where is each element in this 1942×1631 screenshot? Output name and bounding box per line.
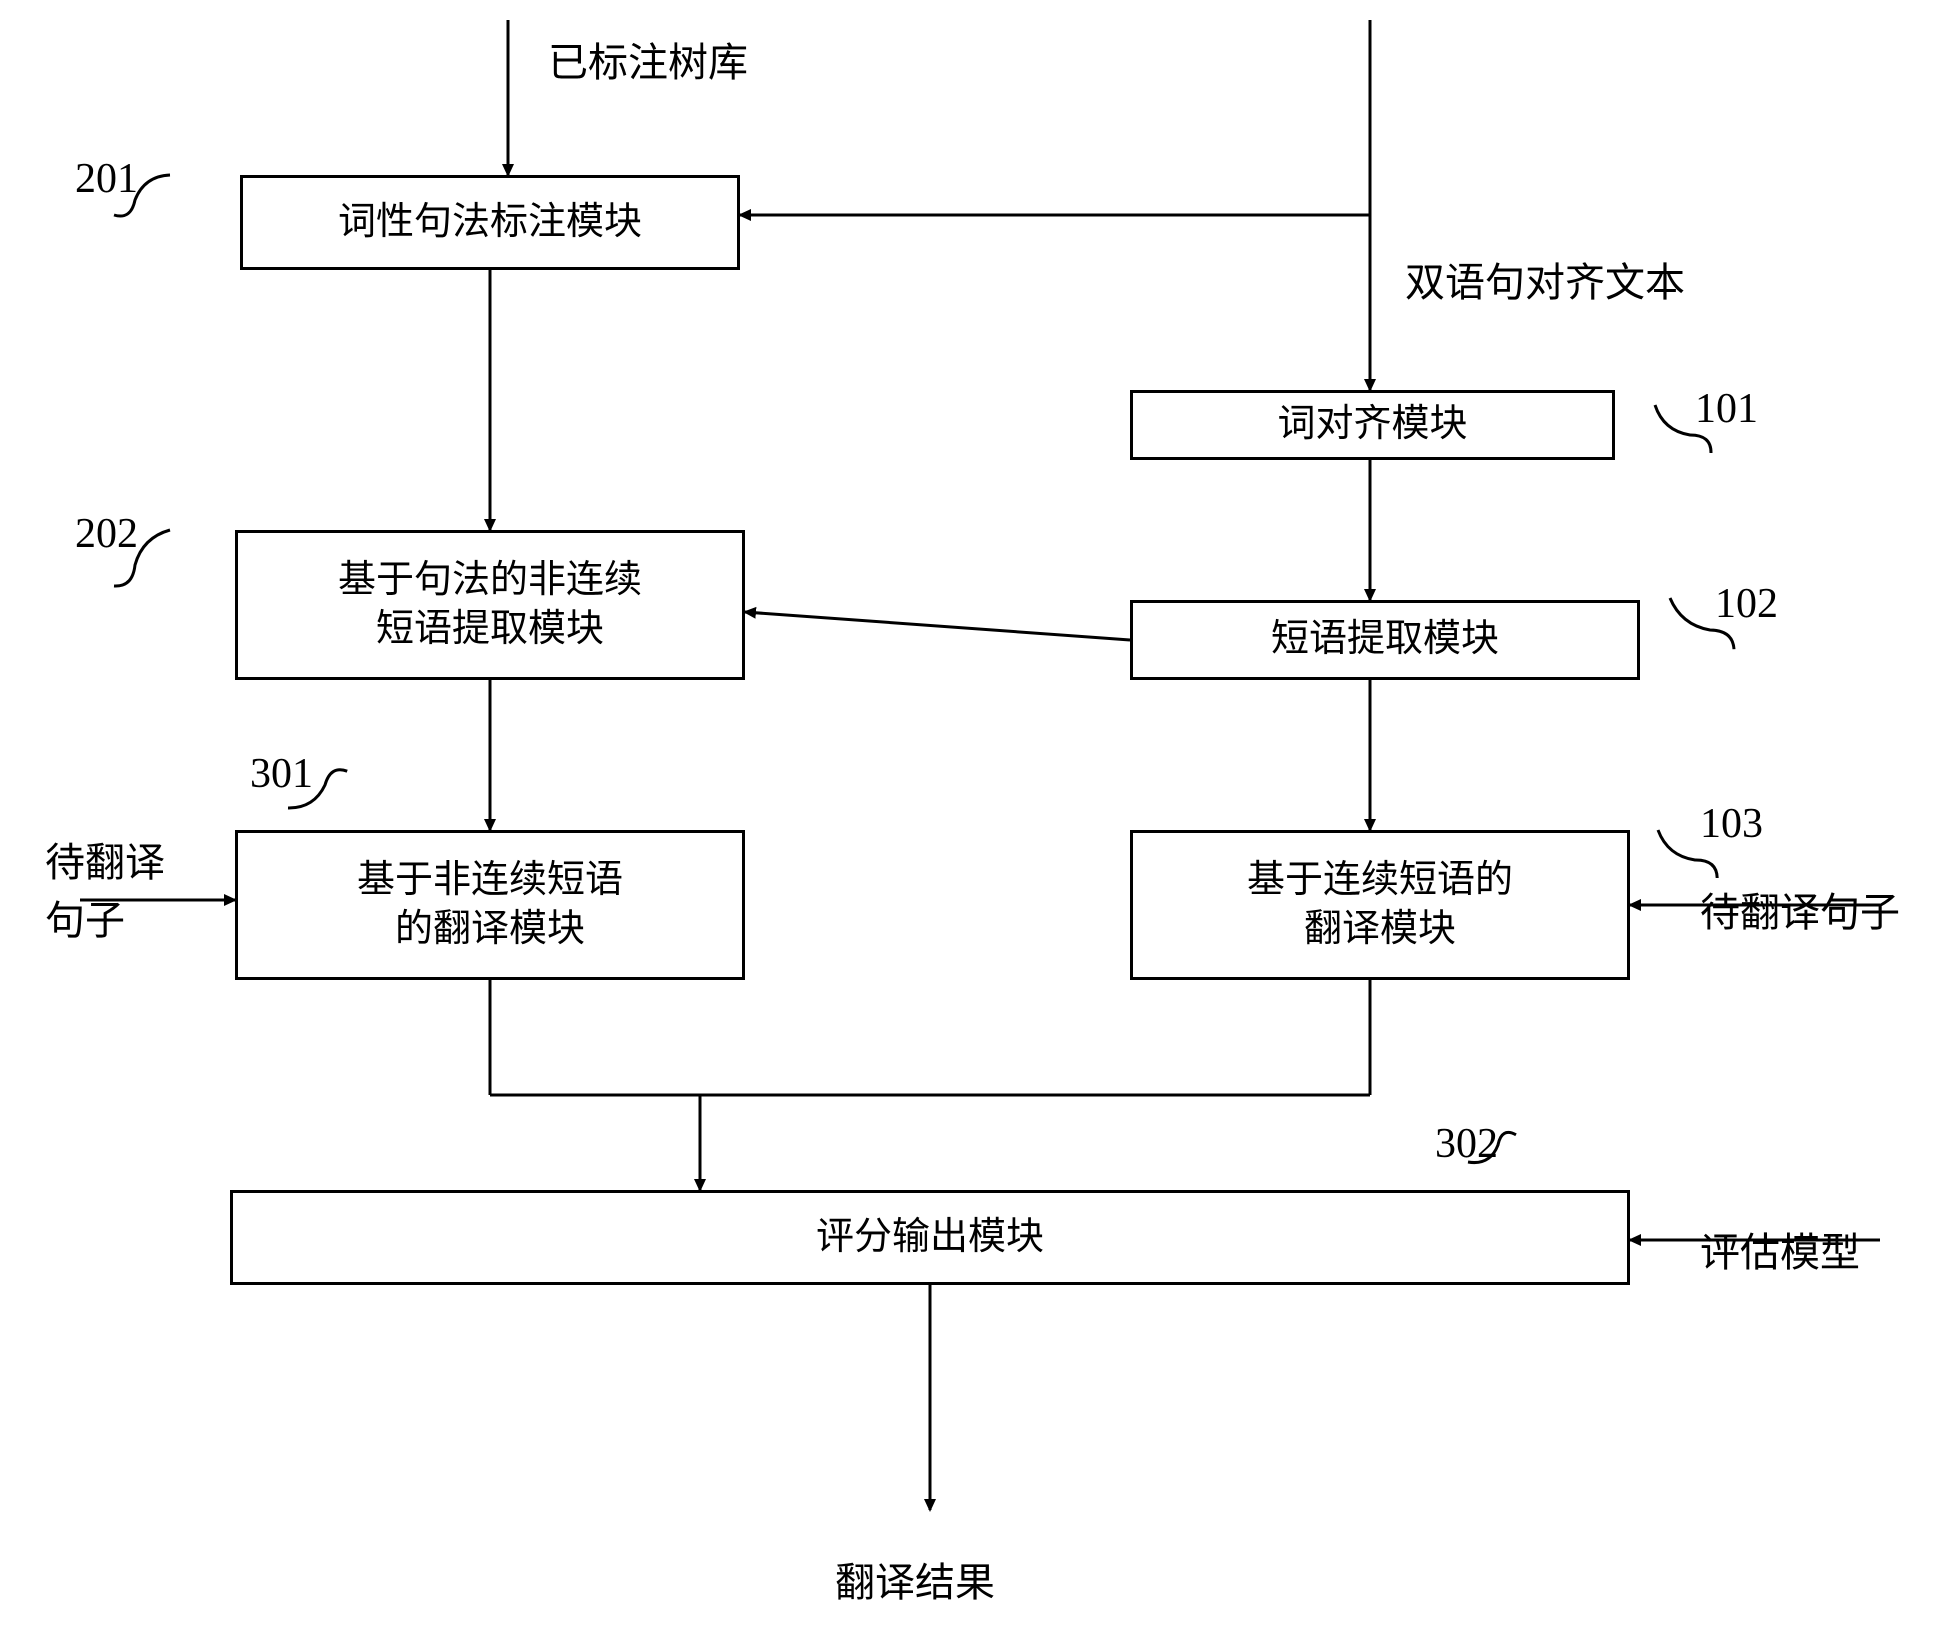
- node-label: 基于连续短语的翻译模块: [1247, 856, 1513, 955]
- node-id-302: 302: [1435, 1120, 1498, 1168]
- flowchart-canvas: 词性句法标注模块 词对齐模块 基于句法的非连续短语提取模块 短语提取模块 基于非…: [0, 0, 1942, 1631]
- node-label: 基于句法的非连续短语提取模块: [338, 556, 642, 655]
- label-evaluation-model: 评估模型: [1700, 1220, 1860, 1278]
- node-id-103: 103: [1700, 800, 1763, 848]
- node-word-alignment: 词对齐模块: [1130, 390, 1615, 460]
- node-id-201: 201: [75, 155, 138, 203]
- label-sentence-to-translate-right: 待翻译句子: [1700, 880, 1900, 938]
- node-label: 词对齐模块: [1277, 400, 1467, 449]
- node-id-102: 102: [1715, 580, 1778, 628]
- node-id-101: 101: [1695, 385, 1758, 433]
- node-continuous-phrase-translation: 基于连续短语的翻译模块: [1130, 830, 1630, 980]
- node-label: 基于非连续短语的翻译模块: [357, 856, 623, 955]
- node-label: 词性句法标注模块: [338, 198, 642, 247]
- node-syntax-discontinuous-phrase-extract: 基于句法的非连续短语提取模块: [235, 530, 745, 680]
- label-sentence-to-translate-left: 待翻译句子: [45, 830, 165, 946]
- node-phrase-extract: 短语提取模块: [1130, 600, 1640, 680]
- node-label: 评分输出模块: [816, 1213, 1044, 1262]
- label-bilingual-aligned-text: 双语句对齐文本: [1405, 250, 1685, 308]
- node-pos-syntax-annotation: 词性句法标注模块: [240, 175, 740, 270]
- node-scoring-output: 评分输出模块: [230, 1190, 1630, 1285]
- node-label: 短语提取模块: [1271, 615, 1499, 664]
- node-id-301: 301: [250, 750, 313, 798]
- node-discontinuous-phrase-translation: 基于非连续短语的翻译模块: [235, 830, 745, 980]
- node-id-202: 202: [75, 510, 138, 558]
- label-annotated-treebank: 已标注树库: [548, 30, 748, 88]
- label-translation-result: 翻译结果: [835, 1550, 995, 1608]
